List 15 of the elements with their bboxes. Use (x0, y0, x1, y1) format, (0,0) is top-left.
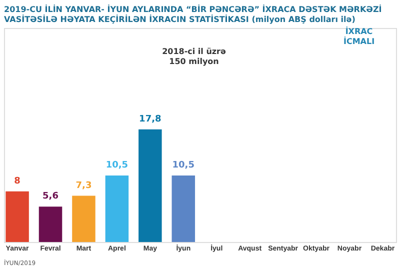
bar (72, 196, 96, 242)
data-label: 17,8 (139, 114, 162, 124)
chart-title: 2019-CU İLİN YANVAR- İYUN AYLARINDA “BİR PƏNCƏRƏ” İXRACA DƏSTƏK MƏRKƏZİ VASİTƏSİLƏ HƏYATA KEÇİRİLƏN İXRACIN STATİSTİKASI (milyon ABŞ dolları ilə) (4, 4, 382, 24)
bar (172, 176, 196, 242)
bar (38, 206, 62, 242)
bar (105, 176, 129, 242)
data-label: 5,6 (42, 192, 58, 202)
text: İXRAC İCMALI (343, 26, 375, 46)
data-label: 10,5 (106, 160, 128, 171)
bar (6, 191, 29, 242)
data-label: 8 (14, 176, 20, 186)
text: 2018-ci il üzrə 150 milyon (162, 47, 226, 66)
bar (138, 129, 162, 242)
data-label: 7,3 (76, 180, 92, 191)
data-label: 10,5 (172, 160, 194, 171)
